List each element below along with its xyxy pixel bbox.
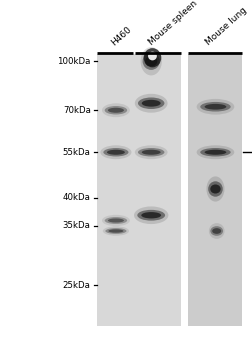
Ellipse shape <box>205 150 226 155</box>
Text: 25kDa: 25kDa <box>63 281 91 290</box>
Ellipse shape <box>212 228 221 234</box>
Ellipse shape <box>208 181 223 197</box>
Ellipse shape <box>200 148 231 156</box>
Text: Mouse spleen: Mouse spleen <box>147 0 200 47</box>
Bar <box>181 54 188 326</box>
Text: 100kDa: 100kDa <box>57 57 91 66</box>
Ellipse shape <box>105 217 127 224</box>
Ellipse shape <box>102 103 130 117</box>
Ellipse shape <box>210 226 223 236</box>
Ellipse shape <box>100 145 132 159</box>
Ellipse shape <box>142 100 161 107</box>
Text: 35kDa: 35kDa <box>63 221 91 230</box>
Ellipse shape <box>206 176 225 202</box>
Ellipse shape <box>197 145 234 159</box>
Ellipse shape <box>107 150 125 155</box>
Text: 40kDa: 40kDa <box>63 193 91 202</box>
Ellipse shape <box>134 206 168 224</box>
Bar <box>97 54 181 326</box>
Text: 55kDa: 55kDa <box>63 148 91 157</box>
Ellipse shape <box>102 215 130 226</box>
Ellipse shape <box>135 94 168 113</box>
Ellipse shape <box>144 48 161 67</box>
Ellipse shape <box>103 148 129 156</box>
Ellipse shape <box>209 223 225 239</box>
Ellipse shape <box>148 51 157 60</box>
Ellipse shape <box>108 229 123 233</box>
Ellipse shape <box>143 52 160 70</box>
Ellipse shape <box>200 102 231 112</box>
Text: 70kDa: 70kDa <box>63 106 91 115</box>
Ellipse shape <box>137 210 165 220</box>
Ellipse shape <box>108 108 124 113</box>
Ellipse shape <box>210 184 221 194</box>
Ellipse shape <box>135 145 168 159</box>
Text: Mouse lung: Mouse lung <box>204 6 249 47</box>
Ellipse shape <box>138 97 164 109</box>
Ellipse shape <box>205 104 226 110</box>
Ellipse shape <box>142 150 161 155</box>
Ellipse shape <box>105 228 127 234</box>
Ellipse shape <box>105 106 127 114</box>
Bar <box>188 54 242 326</box>
Ellipse shape <box>108 218 124 223</box>
Ellipse shape <box>197 99 234 114</box>
Ellipse shape <box>145 56 157 66</box>
Ellipse shape <box>141 212 161 218</box>
Ellipse shape <box>103 226 129 236</box>
Ellipse shape <box>138 148 164 156</box>
Ellipse shape <box>141 47 162 76</box>
Text: H460: H460 <box>110 25 133 47</box>
